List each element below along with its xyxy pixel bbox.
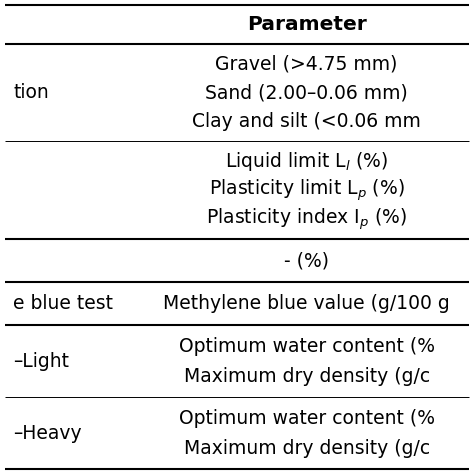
Text: Maximum dry density (g/c: Maximum dry density (g/c: [183, 439, 430, 458]
Text: –Heavy: –Heavy: [13, 424, 82, 443]
Text: Clay and silt (<0.06 mm: Clay and silt (<0.06 mm: [192, 112, 421, 131]
Text: tion: tion: [13, 83, 49, 102]
Text: Maximum dry density (g/c: Maximum dry density (g/c: [183, 367, 430, 386]
Text: Plasticity limit L$_p$ (%): Plasticity limit L$_p$ (%): [209, 177, 404, 203]
Text: e blue test: e blue test: [13, 294, 113, 313]
Text: –Light: –Light: [13, 352, 69, 371]
Text: Parameter: Parameter: [247, 15, 366, 34]
Text: Methylene blue value (g/100 g: Methylene blue value (g/100 g: [164, 294, 450, 313]
Text: Sand (2.00–0.06 mm): Sand (2.00–0.06 mm): [205, 83, 408, 102]
Text: Gravel (>4.75 mm): Gravel (>4.75 mm): [216, 55, 398, 73]
Text: Plasticity index I$_p$ (%): Plasticity index I$_p$ (%): [206, 206, 407, 232]
Text: Optimum water content (%: Optimum water content (%: [179, 337, 435, 356]
Text: Liquid limit L$_l$ (%): Liquid limit L$_l$ (%): [225, 150, 388, 173]
Text: Optimum water content (%: Optimum water content (%: [179, 409, 435, 428]
Text: - (%): - (%): [284, 251, 329, 270]
